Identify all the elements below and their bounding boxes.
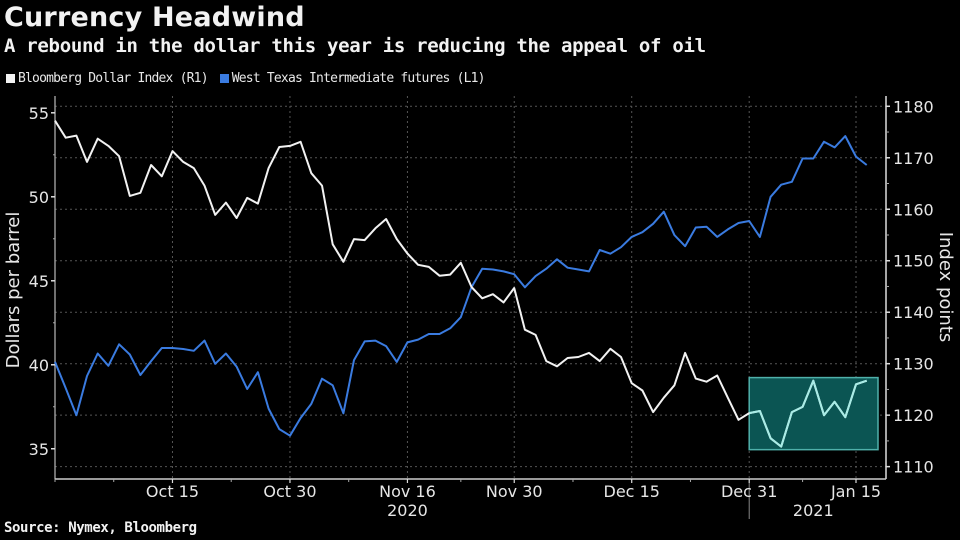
x-tick-label: Nov 30 bbox=[486, 482, 543, 501]
chart-subtitle: A rebound in the dollar this year is red… bbox=[4, 35, 706, 57]
right-tick-label: 1130 bbox=[893, 355, 934, 374]
legend-swatch-wti bbox=[219, 74, 229, 83]
wti-series-line bbox=[54, 135, 868, 437]
x-year-label: 2020 bbox=[387, 501, 428, 520]
chart-title: Currency Headwind bbox=[4, 2, 305, 33]
right-tick-label: 1170 bbox=[893, 149, 934, 168]
legend-item-wti: West Texas Intermediate futures (L1) bbox=[219, 71, 486, 86]
legend-swatch-dollar-index bbox=[6, 74, 15, 83]
left-tick-label: 35 bbox=[29, 440, 49, 459]
x-tick-label: Dec 31 bbox=[721, 482, 777, 501]
x-tick-label: Jan 15 bbox=[830, 482, 881, 501]
left-tick-label: 50 bbox=[29, 188, 49, 207]
source-note: Source: Nymex, Bloomberg bbox=[4, 520, 197, 536]
dollar-index-highlight-line bbox=[749, 379, 868, 448]
x-tick-label: Oct 30 bbox=[263, 482, 316, 501]
right-tick-label: 1180 bbox=[893, 97, 934, 116]
right-axis-title: Index points bbox=[935, 232, 956, 343]
x-tick-label: Dec 15 bbox=[604, 482, 660, 501]
left-axis-title: Dollars per barrel bbox=[3, 212, 24, 369]
right-tick-label: 1140 bbox=[893, 303, 934, 322]
legend: Bloomberg Dollar Index (R1) West Texas I… bbox=[6, 71, 486, 86]
axis-labels: 35 40 45 50 55 1110 1120 1130 1140 1150 1160 1170 11… bbox=[3, 97, 956, 520]
right-tick-label: 1110 bbox=[893, 458, 934, 477]
right-tick-label: 1120 bbox=[893, 406, 934, 425]
right-tick-label: 1160 bbox=[893, 200, 934, 219]
highlight-box bbox=[748, 376, 879, 451]
x-tick-label: Nov 16 bbox=[379, 482, 436, 501]
axes bbox=[51, 96, 890, 519]
left-tick-label: 40 bbox=[29, 356, 49, 375]
left-tick-label: 55 bbox=[29, 104, 49, 123]
left-tick-label: 45 bbox=[29, 272, 49, 291]
legend-label-dollar-index: Bloomberg Dollar Index (R1) bbox=[18, 71, 209, 86]
x-year-label: 2021 bbox=[793, 501, 834, 520]
right-tick-label: 1150 bbox=[893, 252, 934, 271]
x-tick-label: Oct 15 bbox=[146, 482, 199, 501]
series bbox=[54, 120, 868, 448]
legend-label-wti: West Texas Intermediate futures (L1) bbox=[231, 71, 486, 86]
legend-item-dollar-index: Bloomberg Dollar Index (R1) bbox=[6, 71, 209, 86]
dollar-index-series-line bbox=[54, 120, 868, 448]
